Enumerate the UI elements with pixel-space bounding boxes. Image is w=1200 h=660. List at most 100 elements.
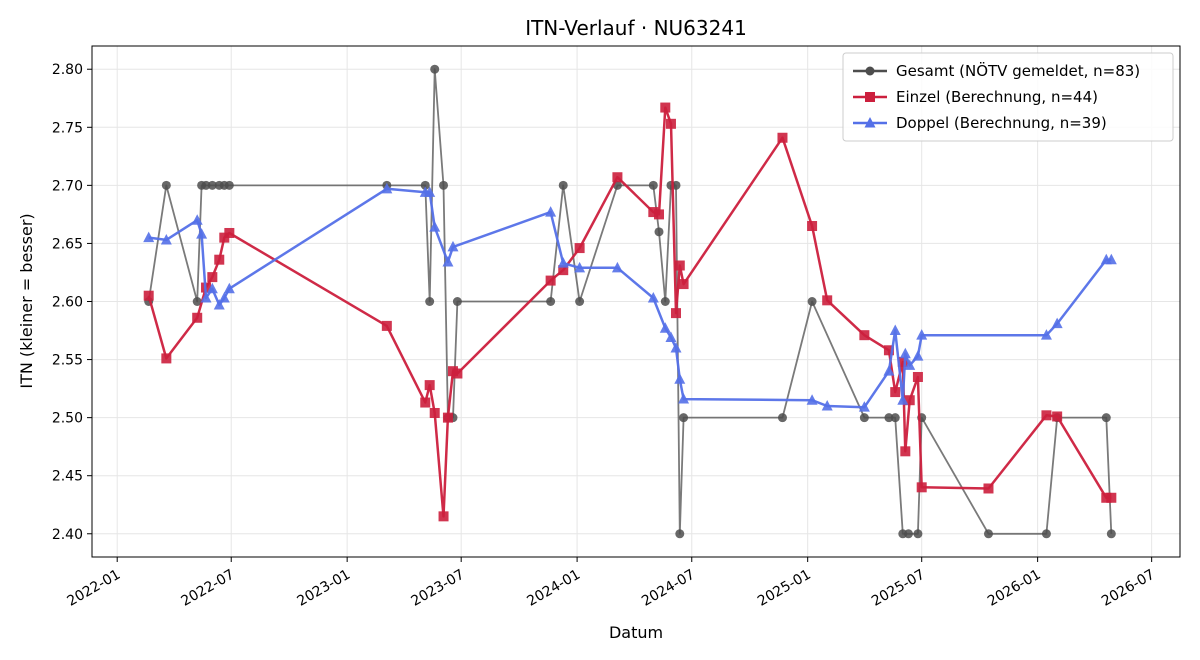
data-point <box>381 320 392 331</box>
data-point <box>859 330 870 341</box>
y-tick-label: 2.70 <box>52 178 83 194</box>
data-point <box>557 257 569 268</box>
data-point <box>429 407 440 418</box>
data-point <box>207 272 218 283</box>
data-point <box>665 118 676 129</box>
data-point <box>1051 317 1063 329</box>
data-point <box>224 180 234 190</box>
data-point <box>889 324 901 336</box>
data-point <box>1052 411 1063 422</box>
data-point <box>674 260 685 271</box>
data-point <box>904 359 916 370</box>
series-layer <box>143 64 1117 539</box>
series-2 <box>143 102 1117 522</box>
legend-label: Doppel (Berechnung, n=39) <box>896 114 1107 132</box>
data-point <box>1105 253 1117 265</box>
y-tick-label: 2.65 <box>52 236 83 252</box>
data-point <box>161 353 172 364</box>
data-point <box>442 256 454 267</box>
data-point <box>218 292 230 303</box>
data-point <box>420 397 431 408</box>
data-point <box>574 261 586 273</box>
data-point <box>1101 492 1112 503</box>
data-point <box>1106 492 1117 503</box>
data-point <box>916 482 927 493</box>
data-point <box>807 297 817 306</box>
data-point <box>213 298 225 310</box>
y-tick-label: 2.50 <box>52 411 83 427</box>
y-tick-label: 2.75 <box>52 120 83 136</box>
data-point <box>983 529 993 539</box>
data-point <box>883 365 895 376</box>
y-axis: 2.40 2.45 2.50 2.55 2.60 2.65 2.70 2.75 2.80 <box>52 62 92 543</box>
data-point <box>545 275 556 286</box>
data-point <box>777 132 788 143</box>
data-point <box>884 413 894 423</box>
data-point <box>654 227 664 237</box>
data-point <box>1101 413 1111 423</box>
data-point <box>1106 529 1116 539</box>
data-point <box>912 350 924 361</box>
data-point <box>429 221 441 232</box>
legend-entry: Doppel (Berechnung, n=39) <box>853 114 1107 132</box>
legend-entry: Einzel (Berechnung, n=44) <box>853 88 1098 106</box>
legend-box <box>842 52 1174 142</box>
data-point <box>439 180 449 190</box>
data-point <box>1041 529 1051 539</box>
data-point <box>777 413 787 423</box>
data-point <box>890 413 900 423</box>
data-point <box>674 373 686 384</box>
data-point <box>574 243 585 254</box>
data-point <box>201 180 211 190</box>
data-point <box>916 329 928 340</box>
data-point <box>912 371 923 382</box>
chart-title: ITN-Verlauf · NU63241 <box>525 16 747 40</box>
data-point <box>200 292 212 303</box>
data-point <box>558 180 568 190</box>
data-point <box>442 412 453 423</box>
data-point <box>447 240 459 252</box>
data-point <box>424 186 436 197</box>
data-point <box>897 356 908 367</box>
data-point <box>890 387 901 398</box>
data-point <box>648 180 658 190</box>
data-point <box>224 227 235 238</box>
data-point <box>904 395 915 406</box>
data-point <box>900 446 911 457</box>
data-point <box>223 282 235 294</box>
data-point <box>612 172 623 183</box>
data-point <box>420 180 430 190</box>
data-point <box>903 529 913 539</box>
data-point <box>858 401 870 412</box>
data-point <box>206 282 218 294</box>
data-point <box>678 279 689 290</box>
data-point <box>381 182 393 194</box>
data-point <box>899 347 911 359</box>
data-point <box>452 368 463 379</box>
data-point <box>192 297 202 306</box>
data-point <box>653 209 664 220</box>
y-tick-label: 2.40 <box>52 527 83 543</box>
legend-marker <box>865 92 875 102</box>
data-point <box>1040 329 1052 340</box>
data-point <box>425 297 435 306</box>
series-3 <box>143 182 1117 412</box>
data-point <box>647 292 659 303</box>
data-point <box>807 221 818 232</box>
data-point <box>678 393 690 404</box>
y-axis-title: ITN (kleiner = besser) <box>17 213 36 388</box>
data-point <box>859 413 869 423</box>
y-tick-label: 2.80 <box>52 62 83 78</box>
data-point <box>670 341 682 353</box>
data-point <box>675 529 685 539</box>
data-point <box>452 297 462 306</box>
y-tick-label: 2.60 <box>52 295 83 311</box>
data-point <box>191 214 203 225</box>
y-tick-label: 2.55 <box>52 353 83 369</box>
y-tick-label: 2.45 <box>52 469 83 485</box>
data-point <box>679 413 689 423</box>
legend-entry: Gesamt (NÖTV gemeldet, n=83) <box>853 61 1140 80</box>
data-point <box>648 207 659 218</box>
data-point <box>430 64 440 74</box>
